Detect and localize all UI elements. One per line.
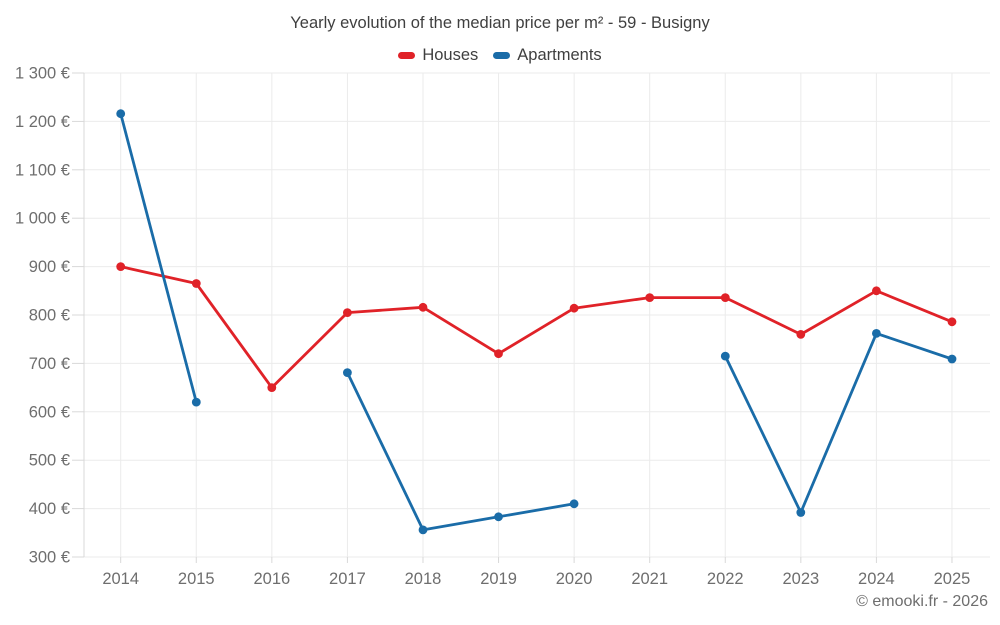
- data-point-houses-2015: [191, 279, 201, 288]
- legend-label-apartments: Apartments: [517, 46, 602, 64]
- series-line-apartments: [119, 112, 954, 532]
- data-point-houses-2018: [418, 302, 428, 312]
- data-point-apartments-2025: [947, 354, 957, 364]
- data-point-apartments-2019: [494, 512, 503, 522]
- data-point-houses-2020: [569, 303, 579, 313]
- copyright-text: © emooki.fr - 2026: [856, 593, 988, 610]
- x-axis-label: 2022: [707, 570, 744, 588]
- chart-title: Yearly evolution of the median price per…: [290, 14, 710, 32]
- data-point-apartments-2023: [796, 508, 806, 517]
- y-axis-label: 300 €: [29, 549, 70, 567]
- x-axis-label: 2021: [631, 570, 668, 588]
- y-axis-label: 1 300 €: [15, 65, 70, 83]
- data-point-apartments-2024: [872, 329, 881, 338]
- x-axis-label: 2020: [556, 570, 593, 588]
- x-axis-label: 2019: [480, 570, 517, 588]
- x-axis-label: 2015: [178, 570, 215, 588]
- data-point-houses-2016: [267, 383, 277, 392]
- legend-label-houses: Houses: [422, 46, 479, 64]
- y-axis-label: 1 000 €: [15, 210, 70, 228]
- chart-legend: Houses Apartments: [0, 45, 1000, 66]
- data-point-houses-2017: [343, 308, 352, 317]
- legend-item-houses[interactable]: Houses: [398, 46, 478, 65]
- y-axis-label: 600 €: [29, 403, 70, 421]
- data-point-apartments-2015: [191, 397, 201, 407]
- data-point-houses-2021: [645, 293, 655, 302]
- y-axis-label: 500 €: [29, 452, 70, 470]
- y-axis-label: 400 €: [29, 500, 70, 518]
- data-point-apartments-2018: [418, 525, 428, 535]
- x-axis-label: 2017: [329, 570, 366, 588]
- x-axis-label: 2014: [102, 570, 139, 588]
- legend-swatch-apartments: [493, 52, 511, 59]
- y-axis-label: 700 €: [29, 355, 70, 373]
- y-axis-label: 900 €: [29, 258, 70, 276]
- legend-swatch-houses: [398, 52, 416, 59]
- data-point-houses-2014: [116, 262, 126, 271]
- data-point-apartments-2014: [116, 109, 126, 119]
- x-axis-label: 2024: [858, 570, 895, 588]
- data-point-apartments-2020: [569, 499, 579, 509]
- x-axis-label: 2016: [253, 570, 290, 588]
- data-point-houses-2025: [947, 317, 957, 327]
- series-line-houses: [119, 265, 954, 389]
- data-point-houses-2019: [494, 349, 503, 359]
- data-point-houses-2022: [720, 293, 730, 302]
- y-axis-label: 1 100 €: [15, 161, 70, 179]
- x-axis-label: 2023: [782, 570, 819, 588]
- y-axis-label: 1 200 €: [15, 113, 70, 131]
- legend-item-apartments[interactable]: Apartments: [493, 46, 602, 65]
- data-point-apartments-2017: [343, 368, 352, 377]
- data-point-houses-2024: [872, 286, 881, 296]
- y-axis-label: 800 €: [29, 307, 70, 325]
- data-point-houses-2023: [796, 330, 806, 339]
- data-point-apartments-2022: [720, 351, 730, 361]
- x-axis-label: 2025: [934, 570, 971, 588]
- x-axis-label: 2018: [405, 570, 442, 588]
